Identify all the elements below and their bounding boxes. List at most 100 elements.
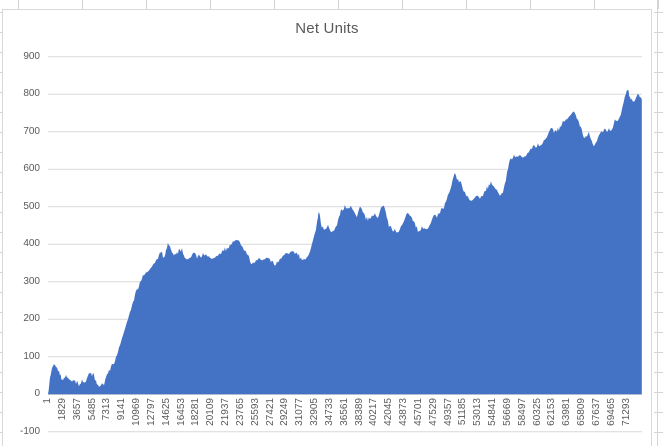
worksheet-gridline	[654, 232, 663, 233]
x-tick-label: 62153	[546, 398, 558, 426]
y-tick-label: 900	[23, 50, 40, 62]
y-tick-label: 100	[23, 350, 40, 362]
x-tick-label: 9141	[116, 398, 128, 421]
worksheet-gridline	[82, 0, 83, 9]
x-tick-label: 51185	[457, 398, 469, 426]
worksheet-gridline	[0, 272, 2, 273]
x-tick-label: 38389	[353, 398, 365, 426]
x-tick-label: 63981	[561, 398, 573, 426]
x-tick-label: 32905	[309, 398, 320, 426]
worksheet-gridline	[0, 172, 2, 173]
worksheet-gridline	[0, 32, 2, 33]
worksheet-gridline	[0, 412, 2, 413]
chart-object[interactable]: Net Units 900 800 700 600 500 400 300 200 100 0 -1…	[2, 9, 652, 446]
x-tick-label: 20109	[205, 398, 217, 426]
worksheet-gridline	[657, 0, 658, 446]
y-tick-label: 0	[34, 388, 40, 400]
area-series[interactable]	[48, 89, 642, 395]
worksheet-gridline	[654, 392, 663, 393]
x-tick-label: 1	[42, 398, 53, 404]
x-tick-label: 27421	[264, 398, 276, 426]
y-tick-label: 200	[23, 313, 40, 325]
x-tick-label: 1829	[56, 398, 68, 421]
x-tick-label: 40217	[368, 398, 380, 426]
worksheet-gridline	[0, 52, 2, 53]
worksheet-gridline	[654, 192, 663, 193]
worksheet-gridline	[654, 252, 663, 253]
x-tick-label: 67637	[590, 398, 602, 426]
x-tick-label: 14625	[160, 398, 172, 426]
worksheet-gridline	[402, 0, 403, 9]
x-tick-label: 23765	[234, 398, 246, 426]
x-tick-label: 42045	[383, 398, 395, 426]
worksheet-gridline	[0, 252, 2, 253]
x-tick-label: 49357	[442, 398, 454, 426]
x-tick-label: 45701	[412, 398, 424, 426]
x-tick-label: 58497	[516, 398, 528, 426]
worksheet-gridline	[0, 72, 2, 73]
worksheet-gridline	[0, 232, 2, 233]
y-tick-label: 300	[23, 275, 40, 287]
y-tick-label: 500	[23, 200, 40, 212]
worksheet-gridline	[146, 0, 147, 9]
x-tick-label: 60325	[531, 398, 543, 426]
worksheet-gridline	[654, 72, 663, 73]
worksheet-gridline	[654, 272, 663, 273]
worksheet-gridline	[0, 212, 2, 213]
worksheet-gridline	[654, 412, 663, 413]
x-tick-label: 53013	[472, 398, 484, 426]
y-tick-label: 400	[23, 238, 40, 250]
worksheet-gridline	[0, 112, 2, 113]
y-tick-label: -100	[19, 425, 40, 437]
x-tick-label: 21937	[220, 398, 231, 426]
worksheet-gridline	[0, 132, 2, 133]
x-tick-label: 5485	[86, 398, 98, 421]
worksheet-gridline	[594, 0, 595, 9]
worksheet-gridline	[654, 92, 663, 93]
y-tick-label: 800	[23, 88, 40, 100]
worksheet-gridline	[654, 112, 663, 113]
worksheet-gridline	[0, 12, 2, 13]
x-tick-label: 10969	[131, 398, 142, 426]
worksheet-gridline	[654, 352, 663, 353]
x-tick-label: 71293	[620, 398, 632, 426]
x-tick-label: 29249	[279, 398, 291, 426]
worksheet-gridline	[654, 312, 663, 313]
worksheet-gridline	[654, 292, 663, 293]
worksheet-gridline	[0, 152, 2, 153]
x-tick-label: 56669	[501, 398, 513, 426]
worksheet-gridline	[654, 212, 663, 213]
x-tick-label: 31077	[294, 398, 306, 426]
worksheet-gridline	[0, 192, 2, 193]
worksheet-gridline	[654, 132, 663, 133]
worksheet-gridline	[0, 352, 2, 353]
x-tick-label: 54841	[487, 398, 499, 426]
worksheet-gridline	[654, 172, 663, 173]
chart-title: Net Units	[295, 20, 359, 37]
worksheet-gridline	[654, 12, 663, 13]
worksheet-gridline	[0, 332, 2, 333]
worksheet-gridline	[0, 92, 2, 93]
worksheet-gridline	[0, 432, 2, 433]
worksheet-gridline	[654, 32, 663, 33]
worksheet-gridline	[0, 372, 2, 373]
x-tick-label: 47529	[427, 398, 439, 426]
x-tick-label: 43873	[398, 398, 409, 426]
worksheet-gridline	[0, 392, 2, 393]
worksheet-gridline	[18, 0, 19, 9]
x-tick-label: 65809	[576, 398, 588, 426]
x-tick-label: 12797	[145, 398, 157, 426]
worksheet-gridline	[654, 372, 663, 373]
x-tick-label: 16453	[175, 398, 187, 426]
worksheet-gridline	[466, 0, 467, 9]
x-tick-label: 36561	[338, 398, 350, 426]
x-tick-label: 7313	[101, 398, 113, 421]
worksheet-gridline	[654, 432, 663, 433]
x-tick-label: 18281	[190, 398, 202, 426]
worksheet-gridline	[658, 0, 659, 9]
y-tick-label: 600	[23, 163, 40, 175]
x-tick-label: 34733	[323, 398, 335, 426]
worksheet-gridline	[338, 0, 339, 9]
